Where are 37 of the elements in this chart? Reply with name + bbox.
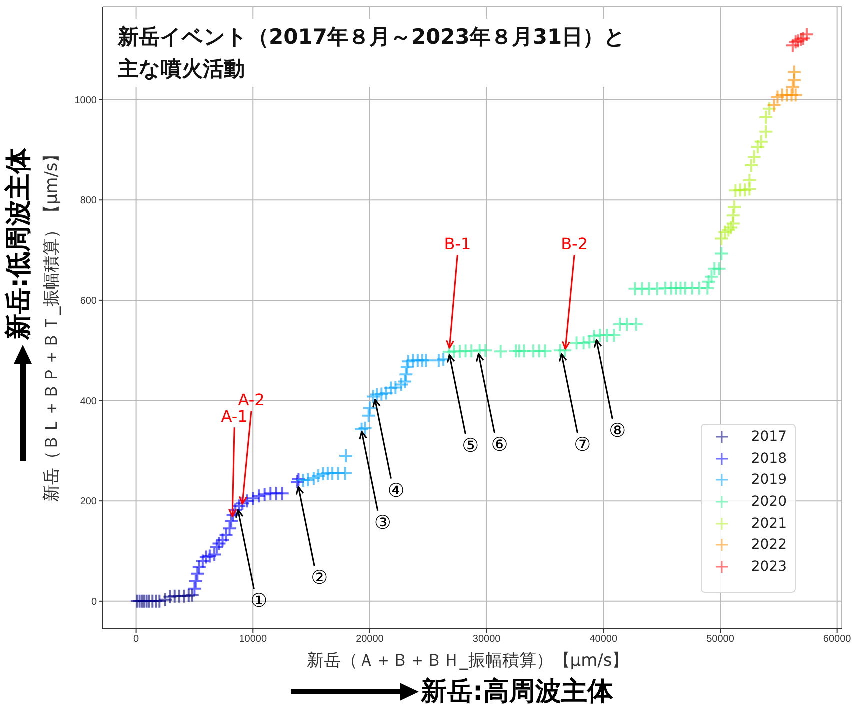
x-tick-label: 60000 [823, 634, 852, 646]
annotation: ⑦ [574, 434, 592, 456]
legend-label: 2019 [751, 472, 787, 488]
legend-label: 2020 [751, 494, 787, 510]
legend-label: 2021 [751, 516, 787, 532]
x-tick-label: 10000 [239, 634, 268, 646]
text: 新岳:高周波主体 [420, 677, 614, 707]
annotation: ⑧ [609, 420, 626, 442]
annotation: B-1 [444, 234, 472, 254]
x-tick-label: 0 [134, 634, 140, 646]
legend-label: 2017 [751, 429, 787, 446]
annotation: ⑤ [462, 435, 480, 458]
text: 新岳イベント（2017年８月～2023年８月31日）と主な噴火活動 [112, 19, 644, 87]
y-tick-label: 800 [80, 196, 98, 207]
annotation: B-2 [561, 234, 588, 254]
x-tick-label: 40000 [590, 634, 618, 646]
y-tick-label: 1000 [74, 95, 98, 106]
y-tick-label: 600 [80, 296, 98, 307]
legend-label: 2022 [751, 537, 787, 554]
text: 新岳:低周波主体 [4, 146, 34, 342]
x-axis-title: 新岳（Ａ＋Ｂ＋ＢＨ_振幅積算）【μm/s】 [306, 651, 630, 671]
annotation: ③ [374, 512, 392, 534]
y-tick-label: 400 [80, 396, 98, 408]
legend-label: 2018 [751, 450, 787, 467]
annotation: ① [250, 590, 268, 612]
annotation: ④ [388, 480, 405, 502]
y-axis-title: 新岳（ＢＬ＋ＢＰ＋ＢＴ_振幅積算）【μm/s】 [42, 146, 62, 502]
y-tick-label: 200 [80, 496, 98, 508]
annotation: ② [311, 567, 328, 590]
y-tick-label: 0 [91, 596, 98, 608]
x-tick-label: 30000 [472, 634, 502, 646]
annotation: A-2 [238, 390, 265, 410]
annotation: A-1 [221, 407, 248, 426]
x-tick-label: 50000 [706, 634, 735, 646]
annotation: ⑥ [491, 434, 508, 456]
x-tick-label: 20000 [356, 634, 384, 646]
legend-label: 2023 [751, 559, 787, 576]
